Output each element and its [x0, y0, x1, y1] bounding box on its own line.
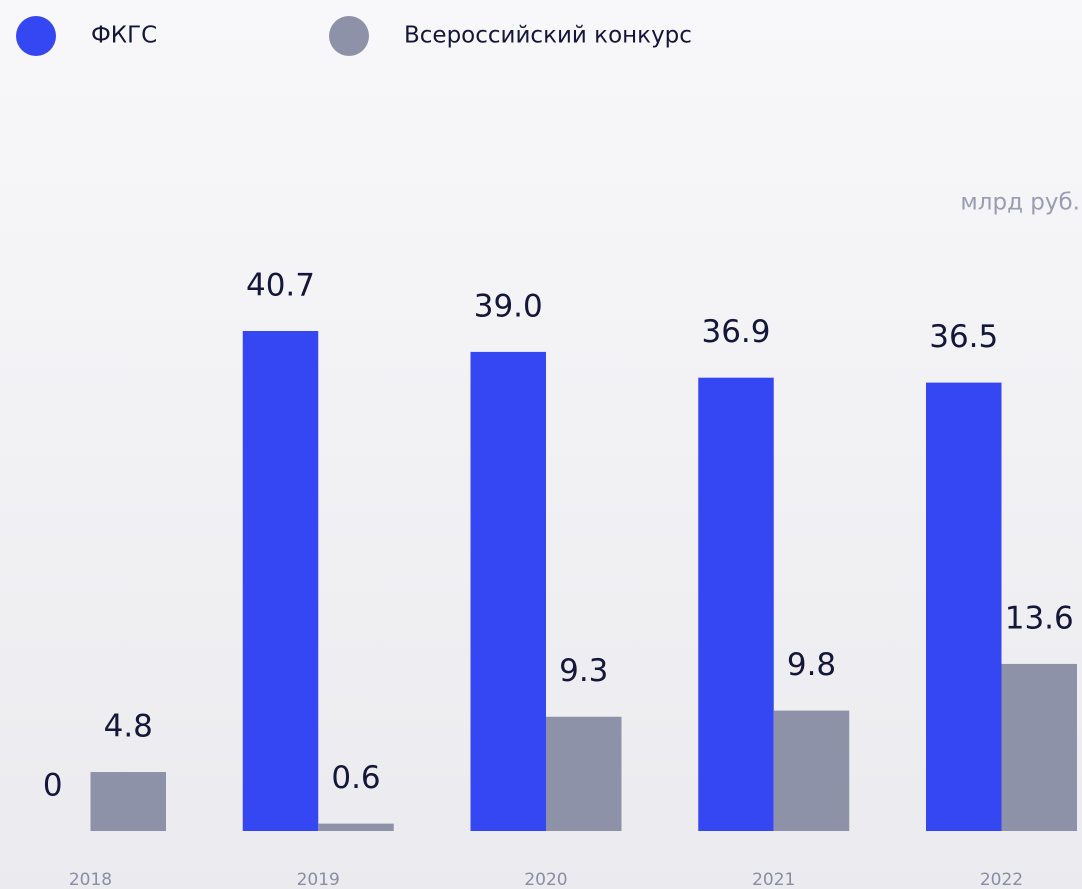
- bar: [470, 351, 546, 831]
- legend-label: Всероссийский конкурс: [404, 23, 692, 49]
- x-tick-label: 2022: [980, 870, 1023, 889]
- legend-marker: [329, 16, 369, 56]
- x-tick-label: 2019: [297, 870, 340, 889]
- bar: [926, 382, 1002, 831]
- x-tick-label: 2018: [69, 870, 112, 889]
- value-label: 9.3: [559, 653, 608, 689]
- bar: [318, 823, 394, 831]
- value-label: 40.7: [246, 268, 315, 304]
- bar: [546, 716, 622, 831]
- bar: [1001, 663, 1077, 831]
- legend-label: ФКГС: [91, 23, 157, 49]
- value-label: 36.9: [701, 314, 770, 350]
- unit-label: млрд руб.: [960, 190, 1080, 216]
- value-label: 13.6: [1005, 600, 1074, 636]
- value-label: 9.8: [787, 647, 836, 683]
- x-tick-label: 2021: [752, 870, 795, 889]
- bar: [242, 331, 319, 831]
- value-label: 0: [43, 768, 63, 804]
- x-tick-label: 2020: [524, 870, 567, 889]
- value-label: 36.5: [929, 319, 998, 355]
- bar: [773, 710, 850, 831]
- value-label: 39.0: [474, 288, 543, 324]
- legend-marker: [16, 16, 56, 56]
- bar: [698, 377, 774, 831]
- value-label: 4.8: [104, 709, 153, 745]
- bar: [90, 772, 166, 831]
- value-label: 0.6: [331, 760, 380, 796]
